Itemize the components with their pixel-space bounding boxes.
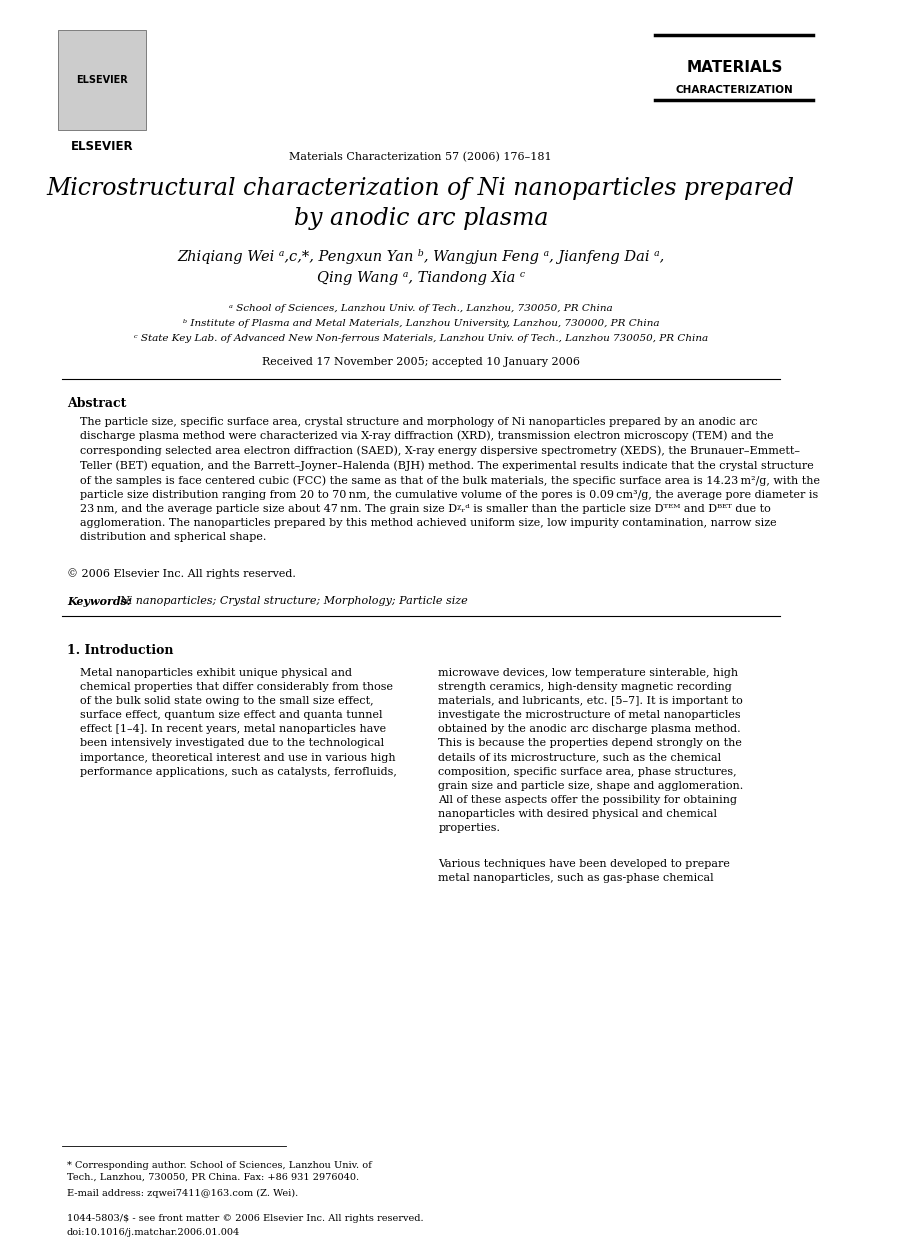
Text: microwave devices, low temperature sinterable, high
strength ceramics, high-dens: microwave devices, low temperature sinte… (438, 667, 744, 833)
Text: Zhiqiang Wei ᵃ,c,*, Pengxun Yan ᵇ, Wangjun Feng ᵃ, Jianfeng Dai ᵃ,: Zhiqiang Wei ᵃ,c,*, Pengxun Yan ᵇ, Wangj… (177, 249, 665, 264)
Text: Materials Characterization 57 (2006) 176–181: Materials Characterization 57 (2006) 176… (289, 151, 552, 162)
Text: Abstract: Abstract (67, 396, 126, 410)
Text: by anodic arc plasma: by anodic arc plasma (294, 207, 548, 230)
Text: ELSEVIER: ELSEVIER (76, 74, 128, 84)
Text: ᵃ School of Sciences, Lanzhou Univ. of Tech., Lanzhou, 730050, PR China: ᵃ School of Sciences, Lanzhou Univ. of T… (229, 303, 612, 313)
Text: Metal nanoparticles exhibit unique physical and
chemical properties that differ : Metal nanoparticles exhibit unique physi… (80, 667, 397, 776)
Text: Qing Wang ᵃ, Tiandong Xia ᶜ: Qing Wang ᵃ, Tiandong Xia ᶜ (317, 271, 525, 285)
Text: Keywords:: Keywords: (67, 595, 131, 607)
Text: Various techniques have been developed to prepare
metal nanoparticles, such as g: Various techniques have been developed t… (438, 859, 730, 883)
Text: CHARACTERIZATION: CHARACTERIZATION (676, 84, 794, 94)
Text: doi:10.1016/j.matchar.2006.01.004: doi:10.1016/j.matchar.2006.01.004 (67, 1228, 240, 1237)
Text: Received 17 November 2005; accepted 10 January 2006: Received 17 November 2005; accepted 10 J… (262, 357, 580, 366)
Text: The particle size, specific surface area, crystal structure and morphology of Ni: The particle size, specific surface area… (80, 416, 820, 542)
Text: Microstructural characterization of Ni nanoparticles prepared: Microstructural characterization of Ni n… (47, 177, 795, 201)
Text: MATERIALS: MATERIALS (687, 59, 783, 74)
Text: 1. Introduction: 1. Introduction (67, 644, 173, 656)
Text: ELSEVIER: ELSEVIER (71, 140, 133, 152)
Text: Ni nanoparticles; Crystal structure; Morphology; Particle size: Ni nanoparticles; Crystal structure; Mor… (120, 595, 468, 605)
Text: ᵇ Institute of Plasma and Metal Materials, Lanzhou University, Lanzhou, 730000, : ᵇ Institute of Plasma and Metal Material… (182, 319, 659, 328)
Text: © 2006 Elsevier Inc. All rights reserved.: © 2006 Elsevier Inc. All rights reserved… (67, 568, 296, 578)
Text: E-mail address: zqwei7411@163.com (Z. Wei).: E-mail address: zqwei7411@163.com (Z. We… (67, 1188, 298, 1198)
Text: ᶜ State Key Lab. of Advanced New Non-ferrous Materials, Lanzhou Univ. of Tech., : ᶜ State Key Lab. of Advanced New Non-fer… (133, 334, 707, 343)
Bar (58, 30, 146, 130)
Text: 1044-5803/$ - see front matter © 2006 Elsevier Inc. All rights reserved.: 1044-5803/$ - see front matter © 2006 El… (67, 1213, 424, 1223)
Text: * Corresponding author. School of Sciences, Lanzhou Univ. of
Tech., Lanzhou, 730: * Corresponding author. School of Scienc… (67, 1161, 372, 1182)
